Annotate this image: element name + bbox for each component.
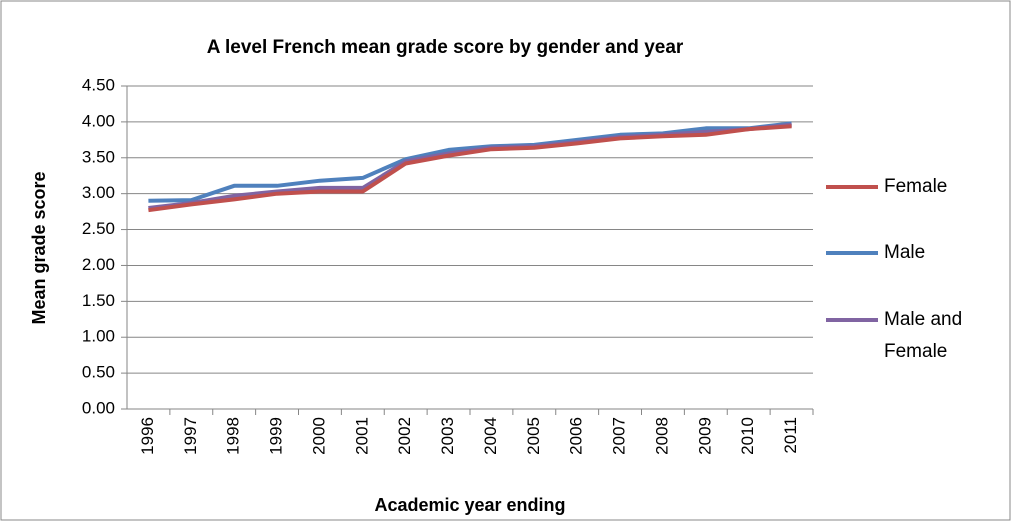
legend-label: Male [884,242,926,263]
x-tick-label: 2005 [524,417,543,455]
legend-item: Female [826,171,994,203]
x-axis-label: Academic year ending [374,495,565,515]
y-tick-label: 2.00 [82,255,115,274]
x-tick-label: 2000 [309,417,328,455]
x-tick-label: 2003 [438,417,457,455]
x-tick-label: 1998 [224,417,243,455]
legend-item: Male [826,237,994,269]
chart-title: A level French mean grade score by gende… [207,37,684,58]
y-tick-label: 4.50 [82,75,115,94]
x-tick-label: 2004 [481,417,500,455]
x-tick-label: 2006 [567,417,586,455]
x-tick-label: 2011 [781,417,800,454]
legend-label: Male and Female [884,309,963,362]
x-tick-label: 1999 [267,417,286,455]
x-tick-label: 2009 [695,417,714,455]
x-tick-label: 1997 [181,417,200,455]
x-tick-label: 2001 [352,417,371,455]
y-tick-label: 0.00 [82,398,115,417]
y-tick-label: 3.00 [82,183,115,202]
y-tick-label: 0.50 [82,363,115,382]
y-tick-label: 4.00 [82,111,115,130]
x-tick-label: 1996 [138,417,157,455]
y-tick-label: 1.50 [82,291,115,310]
legend-label: Female [884,176,948,197]
y-axis-label: Mean grade score [29,171,49,324]
y-tick-label: 2.50 [82,219,115,238]
legend-swatch [826,185,878,189]
series-line [148,121,792,203]
legend-item: Male and Female [826,304,994,368]
x-tick-label: 2008 [652,417,671,455]
series-line [148,124,792,213]
legend-swatch [826,318,878,322]
legend-swatch [826,251,878,255]
x-tick-label: 2007 [610,417,629,455]
y-tick-label: 1.00 [82,327,115,346]
x-tick-label: 2002 [395,417,414,455]
x-tick-label: 2010 [738,417,757,455]
y-tick-label: 3.50 [82,147,115,166]
